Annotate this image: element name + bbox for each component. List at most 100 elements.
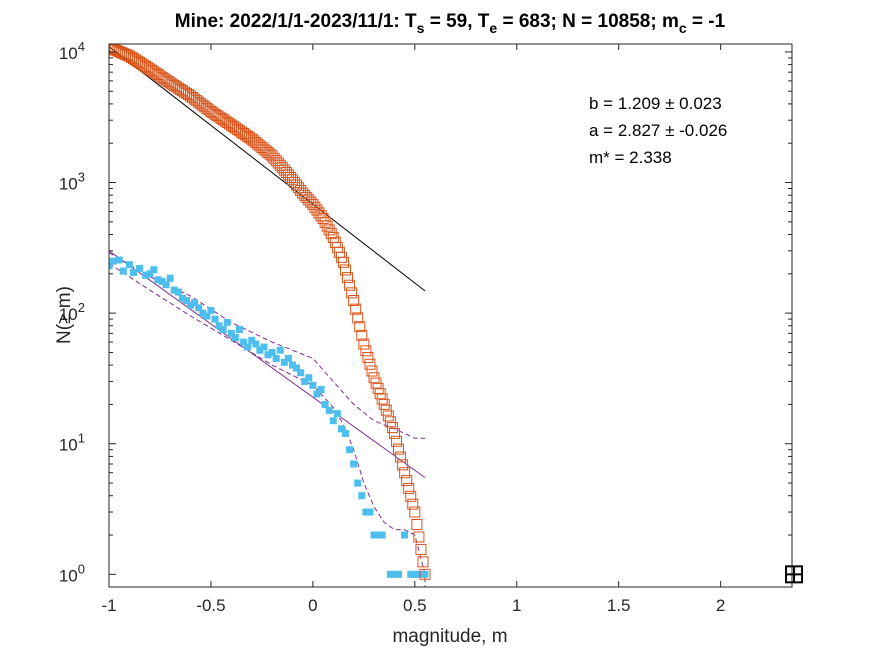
y-tick-label: 103	[59, 170, 85, 194]
cumulative-point	[180, 87, 192, 99]
cumulative-point	[403, 482, 415, 494]
noncumulative-point	[136, 264, 144, 272]
cumulative-point	[242, 130, 254, 142]
noncumulative-point	[321, 400, 329, 408]
cumulative-point	[415, 543, 427, 555]
cumulative-point	[264, 148, 276, 160]
cumulative-point	[417, 556, 429, 568]
noncumulative-point	[235, 325, 243, 333]
cumulative-point	[183, 89, 195, 101]
noncumulative-point	[178, 294, 186, 302]
noncumulative-point	[109, 262, 113, 270]
cumulative-point	[309, 201, 321, 213]
noncumulative-point	[207, 306, 215, 314]
cumulative-point	[201, 102, 213, 114]
cumulative-point	[386, 422, 398, 434]
noncumulative-point	[317, 386, 325, 394]
series-layer	[109, 44, 431, 587]
cumulative-point	[225, 119, 237, 131]
cumulative-point	[340, 264, 352, 276]
noncumulative-point	[329, 417, 337, 425]
noncumulative-point	[325, 406, 333, 414]
noncumulative-point	[370, 531, 378, 539]
noncumulative-point	[166, 274, 174, 282]
noncumulative-point	[109, 257, 117, 265]
noncumulative-point	[411, 570, 419, 578]
noncumulative-point	[305, 374, 313, 382]
noncumulative-point	[284, 354, 292, 362]
cumulative-point	[405, 490, 417, 502]
cumulative-point	[409, 506, 421, 518]
cumulative-point	[146, 64, 158, 76]
noncumulative-point	[297, 369, 305, 377]
noncumulative-point	[227, 329, 235, 337]
cumulative-point	[413, 531, 425, 543]
cumulative-point	[144, 63, 156, 75]
cumulative-point	[380, 404, 392, 416]
cumulative-point	[150, 67, 162, 79]
cumulative-point	[223, 118, 235, 130]
axis-ticks	[108, 44, 792, 587]
noncumulative-point	[301, 377, 309, 385]
cumulative-point	[419, 568, 431, 580]
y-tick-labels: 100 101 102 103 104	[59, 39, 85, 585]
annotation-b-value: b = 1.209 ± 0.023	[589, 94, 722, 113]
annotation-block: b = 1.209 ± 0.023 a = 2.827 ± -0.026 m* …	[589, 94, 727, 167]
noncumulative-point	[421, 570, 429, 578]
cumulative-point	[313, 207, 325, 219]
cumulative-point	[227, 121, 239, 133]
cumulative-point	[323, 224, 335, 236]
x-tick-labels: -1 -0.5 0 0.5 1 1.5 2	[101, 596, 725, 615]
cumulative-point	[397, 459, 409, 471]
cumulative-point	[119, 48, 131, 60]
confidence-bound-upper	[109, 252, 425, 439]
noncumulative-point	[390, 570, 398, 578]
confidence-bound-lower	[109, 263, 426, 587]
noncumulative-point	[125, 261, 133, 269]
noncumulative-point	[358, 492, 366, 500]
cumulative-point	[356, 329, 368, 341]
fit-line-cumulative	[109, 46, 426, 292]
cumulative-point	[378, 398, 390, 410]
noncumulative-point	[309, 381, 317, 389]
cumulative-point	[148, 66, 160, 78]
noncumulative-point	[187, 301, 195, 309]
cumulative-point	[407, 498, 419, 510]
cumulative-point	[262, 147, 274, 159]
noncumulative-point	[231, 334, 239, 342]
noncumulative-point	[170, 286, 178, 294]
cumulative-point	[395, 451, 407, 463]
noncumulative-point	[395, 570, 403, 578]
cumulative-point	[350, 303, 362, 315]
x-tick-label: 0	[308, 596, 317, 615]
x-tick-label: -0.5	[196, 596, 225, 615]
noncumulative-point	[195, 304, 203, 312]
mc-marker	[785, 565, 804, 584]
noncumulative-point	[223, 318, 231, 326]
cumulative-point	[344, 279, 356, 291]
x-axis-label: magnitude, m	[392, 626, 507, 647]
cumulative-point	[203, 104, 215, 116]
cumulative-point	[311, 204, 323, 216]
noncumulative-point	[240, 338, 248, 346]
x-tick-label: 2	[716, 596, 725, 615]
cumulative-point	[319, 216, 331, 228]
fit-line-noncumulative	[109, 250, 426, 479]
cumulative-point	[240, 129, 252, 141]
noncumulative-point	[407, 570, 415, 578]
x-tick-label: 0.5	[403, 596, 427, 615]
noncumulative-point	[146, 270, 154, 278]
chart-title: Mine: 2022/1/1-2023/11/1: Ts = 59, Te = …	[175, 11, 726, 36]
x-tick-label: 1.5	[607, 596, 631, 615]
cumulative-point	[390, 435, 402, 447]
x-tick-label: -1	[101, 596, 116, 615]
noncumulative-point	[401, 531, 409, 539]
cumulative-point	[325, 228, 337, 240]
y-tick-label: 104	[59, 39, 85, 63]
noncumulative-point	[288, 361, 296, 369]
y-tick-label: 100	[59, 561, 85, 585]
y-tick-label: 102	[59, 300, 85, 324]
noncumulative-point	[350, 460, 358, 468]
